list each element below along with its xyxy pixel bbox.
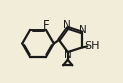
Text: N: N — [63, 20, 71, 30]
Text: N: N — [64, 50, 72, 60]
Text: N: N — [79, 25, 87, 35]
Text: F: F — [43, 20, 50, 32]
Text: SH: SH — [84, 41, 100, 51]
